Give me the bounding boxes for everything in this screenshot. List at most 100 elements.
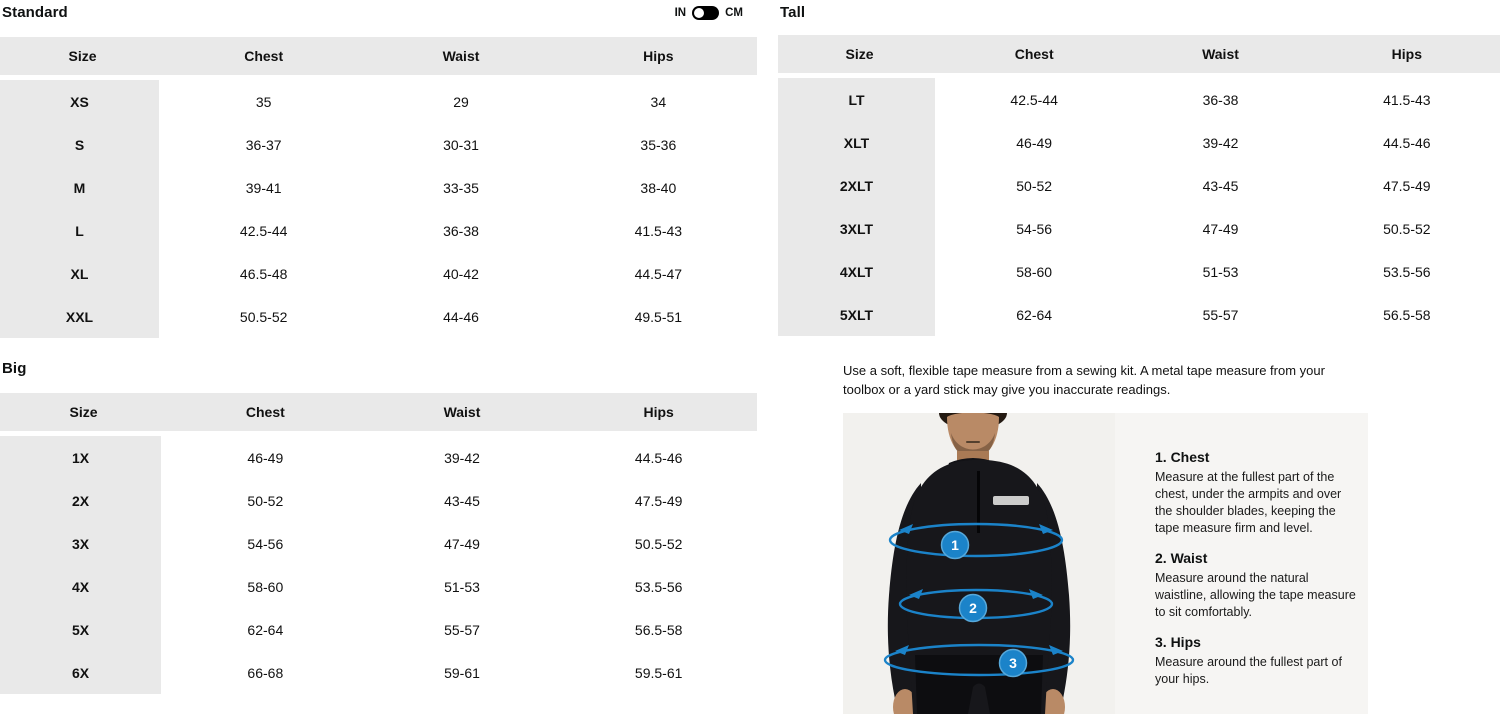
chest-cell: 39-41 xyxy=(165,166,363,209)
waist-measure-ring: 2 xyxy=(898,588,1054,622)
measuring-step: 3. Hips Measure around the fullest part … xyxy=(1155,634,1358,688)
size-cell: XS xyxy=(0,80,165,123)
waist-marker: 2 xyxy=(969,600,977,616)
size-cell: 6X xyxy=(0,651,167,694)
brand-logo xyxy=(993,495,1029,505)
table-row: 6X 66-68 59-61 59.5-61 xyxy=(0,651,757,694)
waist-cell: 36-38 xyxy=(362,209,560,252)
measuring-step: 1. Chest Measure at the fullest part of … xyxy=(1155,449,1358,537)
hips-cell: 50.5-52 xyxy=(560,522,757,565)
size-cell: 4X xyxy=(0,565,167,608)
model-photo: 1 2 3 xyxy=(843,412,1115,714)
chest-cell: 58-60 xyxy=(941,250,1128,293)
chest-cell: 66-68 xyxy=(167,651,364,694)
size-cell: 5X xyxy=(0,608,167,651)
hips-cell: 56.5-58 xyxy=(1313,293,1500,336)
size-cell: L xyxy=(0,209,165,252)
measuring-guide-figure: 1 2 3 xyxy=(843,412,1368,714)
step-title: 1. Chest xyxy=(1155,448,1210,465)
column-header: Waist xyxy=(362,37,560,80)
chest-cell: 50-52 xyxy=(167,479,364,522)
size-cell: 3X xyxy=(0,522,167,565)
waist-cell: 51-53 xyxy=(363,565,561,608)
column-header: Size xyxy=(0,37,165,80)
right-column: Tall Size Chest Waist Hips LT 42.5-44 36-38… xyxy=(778,0,1500,714)
waist-cell: 43-45 xyxy=(1127,164,1314,207)
waist-cell: 43-45 xyxy=(363,479,561,522)
hips-cell: 49.5-51 xyxy=(559,295,757,338)
column-header: Waist xyxy=(1127,35,1314,78)
left-column: Standard IN CM Size Chest Waist Hips X xyxy=(0,0,757,694)
chest-cell: 62-64 xyxy=(167,608,364,651)
units-toggle-switch[interactable] xyxy=(692,5,720,20)
standard-title: Standard xyxy=(2,4,68,21)
hips-cell: 38-40 xyxy=(559,166,757,209)
chest-cell: 42.5-44 xyxy=(165,209,363,252)
hips-measure-ring: 3 xyxy=(883,643,1075,677)
table-row: 3XLT 54-56 47-49 50.5-52 xyxy=(778,207,1500,250)
size-cell: XLT xyxy=(778,121,941,164)
table-row: 4X 58-60 51-53 53.5-56 xyxy=(0,565,757,608)
chest-cell: 58-60 xyxy=(167,565,364,608)
tall-title: Tall xyxy=(780,4,806,21)
size-cell: 4XLT xyxy=(778,250,941,293)
hips-cell: 47.5-49 xyxy=(1313,164,1500,207)
hips-cell: 44.5-46 xyxy=(560,436,757,479)
chest-cell: 50.5-52 xyxy=(165,295,363,338)
big-header-row: Size Chest Waist Hips xyxy=(0,393,757,436)
table-row: 2XLT 50-52 43-45 47.5-49 xyxy=(778,164,1500,207)
chest-cell: 35 xyxy=(165,80,363,123)
toggle-knob-icon xyxy=(694,7,705,18)
column-header: Chest xyxy=(941,35,1128,78)
size-cell: 2X xyxy=(0,479,167,522)
chest-cell: 54-56 xyxy=(941,207,1128,250)
column-header: Chest xyxy=(165,37,363,80)
chest-cell: 54-56 xyxy=(167,522,364,565)
hips-cell: 41.5-43 xyxy=(1313,78,1500,121)
waist-cell: 55-57 xyxy=(1127,293,1314,336)
units-toggle[interactable]: IN CM xyxy=(674,5,743,20)
measuring-step: 2. Waist Measure around the natural wais… xyxy=(1155,550,1358,621)
chest-cell: 46-49 xyxy=(941,121,1128,164)
step-title: 3. Hips xyxy=(1155,633,1201,650)
table-row: 5X 62-64 55-57 56.5-58 xyxy=(0,608,757,651)
column-header: Hips xyxy=(560,393,757,436)
table-row: 3X 54-56 47-49 50.5-52 xyxy=(0,522,757,565)
big-table: Size Chest Waist Hips 1X 46-49 39-42 44.5-4… xyxy=(0,393,757,694)
units-cm-label[interactable]: CM xyxy=(725,6,743,19)
column-header: Size xyxy=(0,393,167,436)
measuring-steps: 1. Chest Measure at the fullest part of … xyxy=(1115,413,1368,714)
hips-cell: 53.5-56 xyxy=(560,565,757,608)
size-cell: 5XLT xyxy=(778,293,941,336)
table-row: S 36-37 30-31 35-36 xyxy=(0,123,757,166)
zipper xyxy=(977,470,980,533)
table-row: XL 46.5-48 40-42 44.5-47 xyxy=(0,252,757,295)
step-text: Measure around the fullest part of your … xyxy=(1155,654,1342,686)
waist-cell: 39-42 xyxy=(1127,121,1314,164)
size-cell: S xyxy=(0,123,165,166)
chest-cell: 42.5-44 xyxy=(941,78,1128,121)
size-cell: XXL xyxy=(0,295,165,338)
column-header: Chest xyxy=(167,393,364,436)
size-cell: 1X xyxy=(0,436,167,479)
standard-header-bar: Standard IN CM xyxy=(0,0,757,22)
waist-cell: 47-49 xyxy=(1127,207,1314,250)
waist-cell: 44-46 xyxy=(362,295,560,338)
hips-cell: 44.5-46 xyxy=(1313,121,1500,164)
hips-cell: 34 xyxy=(559,80,757,123)
hips-cell: 50.5-52 xyxy=(1313,207,1500,250)
size-cell: 3XLT xyxy=(778,207,941,250)
waist-cell: 55-57 xyxy=(363,608,561,651)
table-row: 2X 50-52 43-45 47.5-49 xyxy=(0,479,757,522)
hips-marker: 3 xyxy=(1009,655,1017,671)
chest-cell: 46-49 xyxy=(167,436,364,479)
hips-cell: 41.5-43 xyxy=(559,209,757,252)
units-in-label[interactable]: IN xyxy=(674,6,687,19)
big-title: Big xyxy=(2,360,27,377)
table-row: 5XLT 62-64 55-57 56.5-58 xyxy=(778,293,1500,336)
step-title: 2. Waist xyxy=(1155,549,1208,566)
step-text: Measure at the fullest part of the chest… xyxy=(1155,469,1342,535)
hips-cell: 59.5-61 xyxy=(560,651,757,694)
tall-header-row: Size Chest Waist Hips xyxy=(778,35,1500,78)
